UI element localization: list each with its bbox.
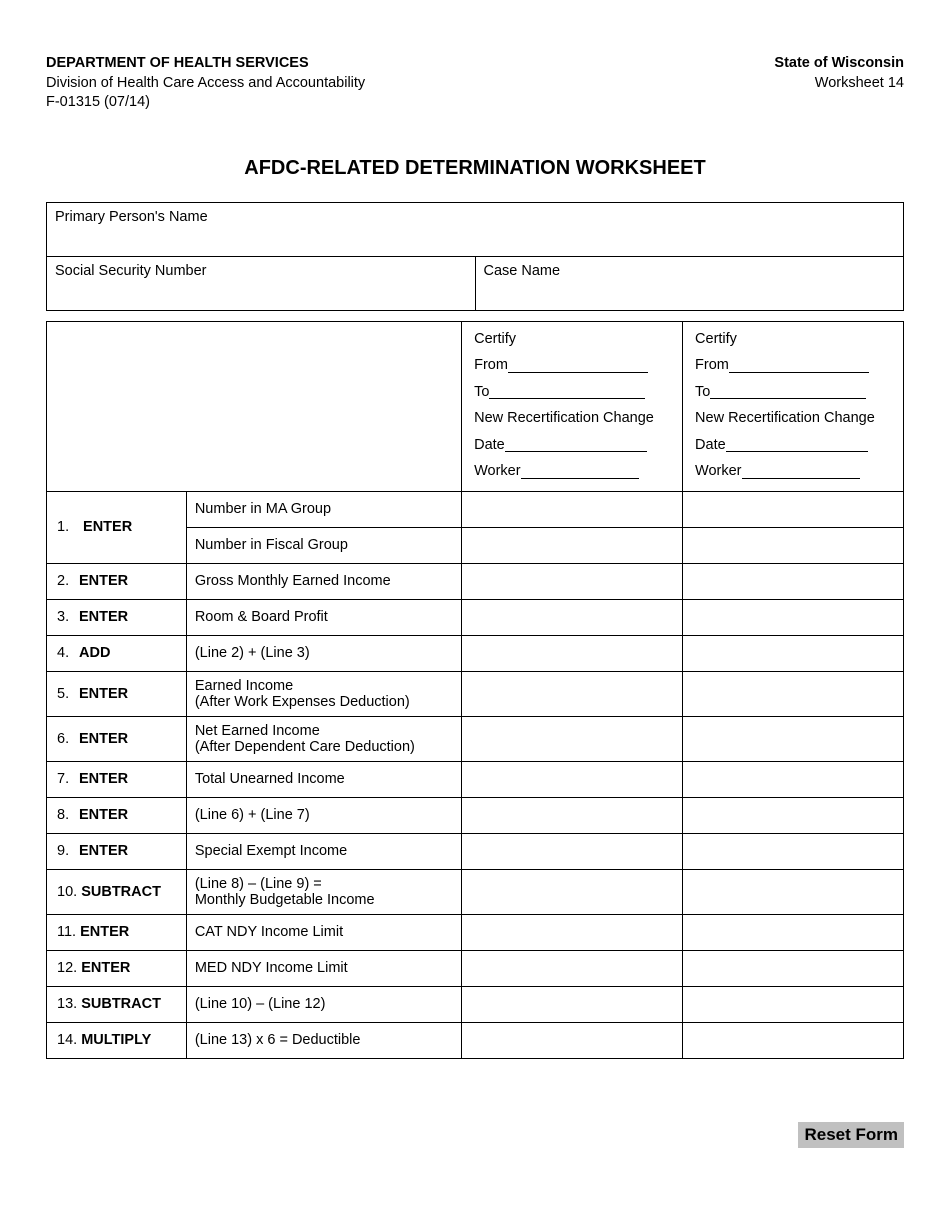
row-3-val2[interactable]: [683, 599, 904, 635]
row-8-val1[interactable]: [462, 797, 683, 833]
info-table: Primary Person's Name Social Security Nu…: [46, 202, 904, 311]
worker-label-2: Worker: [695, 463, 741, 479]
certify-label-2: Certify: [695, 331, 737, 347]
certify-col-2[interactable]: Certify From To New Recertification Chan…: [683, 321, 904, 491]
row-11-desc: CAT NDY Income Limit: [186, 914, 461, 950]
row-1-num: 1. ENTER: [47, 491, 187, 563]
row-6-desc: Net Earned Income (After Dependent Care …: [186, 716, 461, 761]
row-13-num: 13. SUBTRACT: [47, 986, 187, 1022]
row-14-val2[interactable]: [683, 1022, 904, 1058]
row-8-desc: (Line 6) + (Line 7): [186, 797, 461, 833]
blank-header-cell: [47, 321, 462, 491]
header: DEPARTMENT OF HEALTH SERVICES Division o…: [46, 54, 904, 113]
row-10-val2[interactable]: [683, 869, 904, 914]
reset-form-button[interactable]: Reset Form: [798, 1122, 904, 1148]
row-4-val2[interactable]: [683, 635, 904, 671]
row-10-desc: (Line 8) – (Line 9) = Monthly Budgetable…: [186, 869, 461, 914]
row-1a-val2[interactable]: [683, 491, 904, 527]
row-13-val2[interactable]: [683, 986, 904, 1022]
form-page: DEPARTMENT OF HEALTH SERVICES Division o…: [0, 0, 950, 1230]
row-11-num: 11. ENTER: [47, 914, 187, 950]
worker-label: Worker: [474, 463, 520, 479]
row-4-num: 4.ADD: [47, 635, 187, 671]
primary-name-label: Primary Person's Name: [55, 209, 208, 225]
row-12-val1[interactable]: [462, 950, 683, 986]
row-10-val1[interactable]: [462, 869, 683, 914]
row-1b-val2[interactable]: [683, 527, 904, 563]
date-label: Date: [474, 437, 505, 453]
from-label: From: [474, 357, 508, 373]
row-9-num: 9.ENTER: [47, 833, 187, 869]
row-4-desc: (Line 2) + (Line 3): [186, 635, 461, 671]
row-8-num: 8.ENTER: [47, 797, 187, 833]
row-7-val1[interactable]: [462, 761, 683, 797]
row-2-val1[interactable]: [462, 563, 683, 599]
row-3-desc: Room & Board Profit: [186, 599, 461, 635]
ssn-cell[interactable]: Social Security Number: [47, 256, 476, 310]
row-1b-desc: Number in Fiscal Group: [186, 527, 461, 563]
row-7-desc: Total Unearned Income: [186, 761, 461, 797]
dept-name: DEPARTMENT OF HEALTH SERVICES: [46, 54, 365, 74]
primary-name-cell[interactable]: Primary Person's Name: [47, 202, 904, 256]
row-5-desc: Earned Income (After Work Expenses Deduc…: [186, 671, 461, 716]
row-11-val1[interactable]: [462, 914, 683, 950]
row-5-num: 5.ENTER: [47, 671, 187, 716]
worksheet-table: Certify From To New Recertification Chan…: [46, 321, 904, 1059]
form-number: F-01315 (07/14): [46, 93, 365, 113]
to-label: To: [474, 384, 489, 400]
case-name-label: Case Name: [484, 263, 561, 279]
row-2-val2[interactable]: [683, 563, 904, 599]
row-12-num: 12. ENTER: [47, 950, 187, 986]
row-2-desc: Gross Monthly Earned Income: [186, 563, 461, 599]
row-6-val1[interactable]: [462, 716, 683, 761]
date-label-2: Date: [695, 437, 726, 453]
row-7-num: 7.ENTER: [47, 761, 187, 797]
to-label-2: To: [695, 384, 710, 400]
row-13-desc: (Line 10) – (Line 12): [186, 986, 461, 1022]
row-3-val1[interactable]: [462, 599, 683, 635]
recert-label: New Recertification Change: [474, 410, 654, 426]
row-7-val2[interactable]: [683, 761, 904, 797]
certify-label: Certify: [474, 331, 516, 347]
recert-label-2: New Recertification Change: [695, 410, 875, 426]
row-14-val1[interactable]: [462, 1022, 683, 1058]
division-name: Division of Health Care Access and Accou…: [46, 74, 365, 94]
row-9-val1[interactable]: [462, 833, 683, 869]
header-right: State of Wisconsin Worksheet 14: [774, 54, 904, 113]
row-6-val2[interactable]: [683, 716, 904, 761]
row-10-num: 10. SUBTRACT: [47, 869, 187, 914]
ssn-label: Social Security Number: [55, 263, 207, 279]
from-label-2: From: [695, 357, 729, 373]
row-1a-desc: Number in MA Group: [186, 491, 461, 527]
row-5-val1[interactable]: [462, 671, 683, 716]
row-11-val2[interactable]: [683, 914, 904, 950]
row-14-num: 14. MULTIPLY: [47, 1022, 187, 1058]
row-4-val1[interactable]: [462, 635, 683, 671]
row-5-val2[interactable]: [683, 671, 904, 716]
page-title: AFDC-RELATED DETERMINATION WORKSHEET: [46, 157, 904, 180]
row-12-desc: MED NDY Income Limit: [186, 950, 461, 986]
row-3-num: 3.ENTER: [47, 599, 187, 635]
row-9-desc: Special Exempt Income: [186, 833, 461, 869]
row-2-num: 2.ENTER: [47, 563, 187, 599]
certify-col-1[interactable]: Certify From To New Recertification Chan…: [462, 321, 683, 491]
row-12-val2[interactable]: [683, 950, 904, 986]
worksheet-number: Worksheet 14: [774, 74, 904, 94]
row-14-desc: (Line 13) x 6 = Deductible: [186, 1022, 461, 1058]
header-left: DEPARTMENT OF HEALTH SERVICES Division o…: [46, 54, 365, 113]
row-13-val1[interactable]: [462, 986, 683, 1022]
state-name: State of Wisconsin: [774, 54, 904, 74]
row-1b-val1[interactable]: [462, 527, 683, 563]
row-9-val2[interactable]: [683, 833, 904, 869]
row-1a-val1[interactable]: [462, 491, 683, 527]
row-8-val2[interactable]: [683, 797, 904, 833]
case-name-cell[interactable]: Case Name: [475, 256, 904, 310]
row-6-num: 6.ENTER: [47, 716, 187, 761]
